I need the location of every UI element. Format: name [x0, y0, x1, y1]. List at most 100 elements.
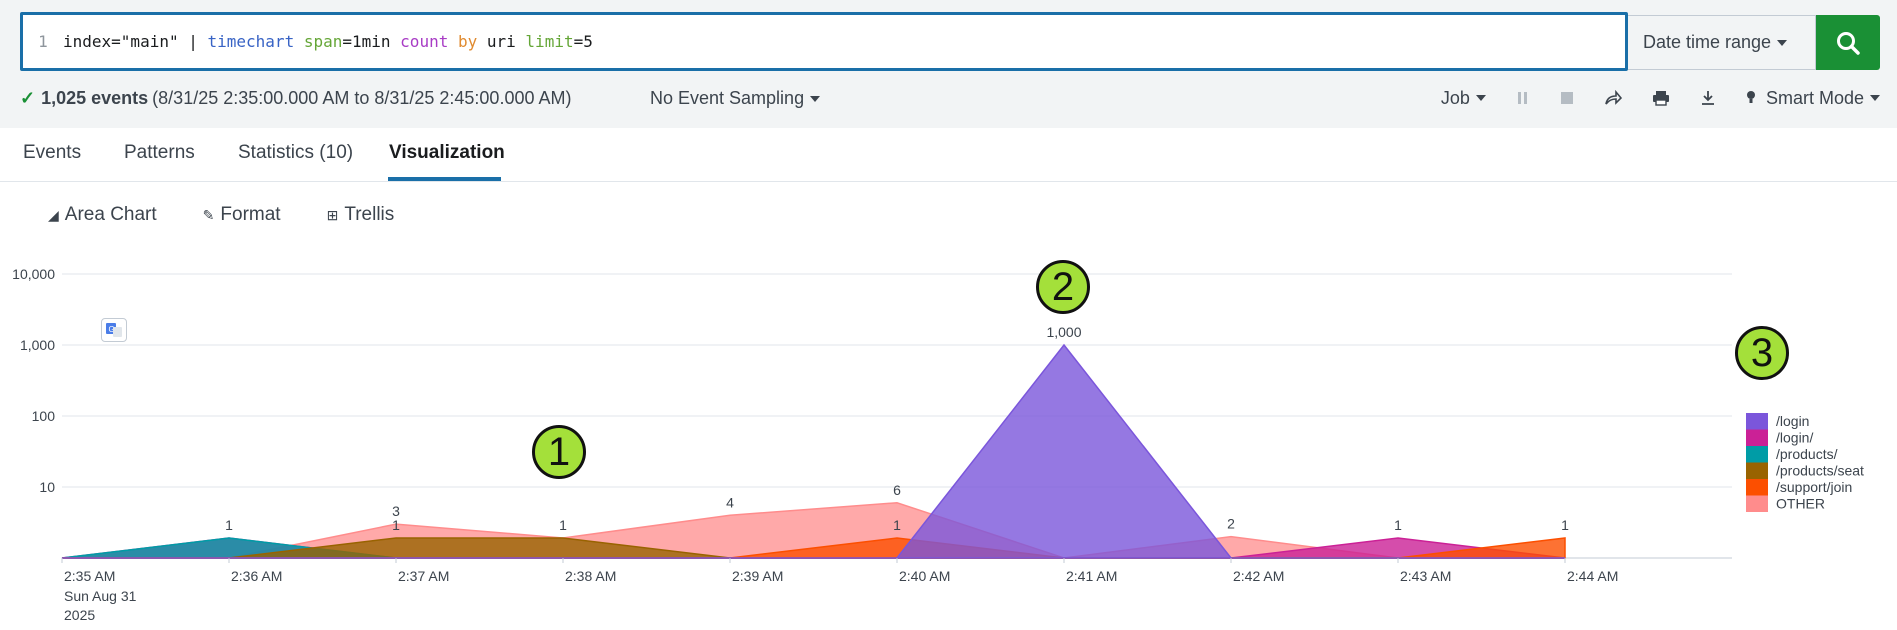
data-label: 1,000 — [1046, 324, 1081, 340]
grid-icon: ⊞ — [326, 206, 339, 223]
tab-statistics[interactable]: Statistics (10) — [238, 142, 354, 163]
tab-patterns[interactable]: Patterns — [124, 142, 195, 163]
search-button[interactable] — [1816, 15, 1880, 70]
query-token: index="main" | — [63, 32, 208, 51]
x-tick-label: 2:43 AM — [1400, 568, 1451, 584]
trellis-button[interactable]: ⊞ Trellis — [327, 204, 395, 226]
lightbulb-icon — [1746, 91, 1755, 103]
active-tab-indicator — [388, 177, 501, 181]
y-tick-label: 1,000 — [20, 337, 55, 353]
format-label: Format — [220, 204, 281, 225]
job-toolbar: Job Smart Mode — [1411, 88, 1880, 109]
check-icon: ✓ — [20, 87, 36, 108]
query-token: =5 — [573, 32, 593, 51]
visualization-toolbar: ◢ Area Chart ✎ Format ⊞ Trellis — [48, 204, 440, 226]
legend-swatch — [1746, 446, 1768, 463]
query-token: count — [400, 32, 449, 51]
legend-swatch — [1746, 462, 1768, 479]
format-button[interactable]: ✎ Format — [203, 204, 281, 226]
query-token — [294, 32, 304, 51]
legend-label: /login — [1776, 413, 1809, 429]
date-range-picker[interactable]: Date time range — [1628, 15, 1816, 70]
area-chart-label: Area Chart — [64, 204, 157, 225]
legend-label: /products/ — [1776, 446, 1838, 462]
stop-button[interactable] — [1560, 91, 1574, 105]
chevron-down-icon — [1870, 95, 1880, 101]
event-count: 1,025 events — [41, 87, 149, 108]
data-label: 3 — [392, 503, 400, 519]
job-menu[interactable]: Job — [1441, 88, 1486, 109]
time-range-text: (8/31/25 2:35:00.000 AM to 8/31/25 2:45:… — [152, 87, 572, 108]
x-tick-label: 2:41 AM — [1066, 568, 1117, 584]
legend-label: /products/seat — [1776, 463, 1864, 479]
y-tick-label: 100 — [32, 408, 56, 424]
results-tabs: Events Patterns Statistics (10) Visualiz… — [0, 128, 1897, 182]
x-tick-label: 2:44 AM — [1567, 568, 1618, 584]
print-icon — [1652, 91, 1669, 106]
query-token — [448, 32, 458, 51]
event-sampling-dropdown[interactable]: No Event Sampling — [650, 87, 821, 109]
query-token: limit — [525, 32, 574, 51]
event-sampling-label: No Event Sampling — [650, 87, 805, 108]
legend-swatch — [1746, 495, 1768, 512]
pause-icon — [1517, 92, 1527, 104]
chevron-down-icon — [1475, 95, 1486, 101]
share-icon — [1605, 90, 1622, 105]
legend-swatch — [1746, 479, 1768, 496]
x-tick-label: 2:42 AM — [1233, 568, 1284, 584]
data-label: 1 — [1394, 517, 1402, 533]
export-button[interactable] — [1700, 90, 1716, 106]
data-label: 1 — [1561, 517, 1569, 533]
query-token: =1min — [342, 32, 401, 51]
tab-visualization[interactable]: Visualization — [389, 142, 505, 163]
data-label: 2 — [1227, 516, 1235, 532]
chevron-down-icon — [1777, 39, 1788, 46]
chevron-down-icon — [810, 95, 821, 102]
trellis-label: Trellis — [344, 204, 395, 225]
x-tick-label: 2:40 AM — [899, 568, 950, 584]
search-icon — [1837, 31, 1860, 55]
tab-events[interactable]: Events — [23, 142, 82, 163]
brush-icon: ✎ — [202, 206, 215, 223]
x-tick-label: 2:39 AM — [732, 568, 783, 584]
y-tick-label: 10 — [39, 479, 55, 495]
legend-label: /login/ — [1776, 430, 1813, 446]
legend-label: OTHER — [1776, 496, 1825, 512]
data-label: 1 — [392, 517, 400, 533]
area-chart-picker[interactable]: ◢ Area Chart — [48, 204, 157, 226]
x-tick-sublabel: 2025 — [64, 607, 95, 623]
area-chart-icon: ◢ — [48, 206, 59, 223]
data-label: 1 — [893, 517, 901, 533]
data-label: 1 — [225, 517, 233, 533]
search-mode-dropdown[interactable]: Smart Mode — [1746, 88, 1880, 109]
print-button[interactable] — [1652, 90, 1670, 106]
line-number: 1 — [38, 32, 48, 51]
svg-text:G: G — [109, 325, 115, 334]
legend-swatch — [1746, 413, 1768, 430]
job-status-row: ✓ 1,025 events (8/31/25 2:35:00.000 AM t… — [20, 84, 1880, 112]
download-icon — [1701, 91, 1714, 105]
translate-icon[interactable]: G — [101, 318, 127, 342]
search-input[interactable]: 1 index="main" | timechart span=1min cou… — [20, 12, 1628, 71]
search-query-text[interactable]: index="main" | timechart span=1min count… — [63, 32, 593, 51]
annotation-badge-3: 3 — [1735, 326, 1789, 380]
data-label: 1 — [559, 517, 567, 533]
query-token: uri — [477, 32, 526, 51]
y-tick-label: 10,000 — [12, 266, 55, 282]
query-token: by — [457, 32, 478, 51]
x-tick-label: 2:37 AM — [398, 568, 449, 584]
x-tick-label: 2:35 AM — [64, 568, 115, 584]
legend-swatch — [1746, 429, 1768, 446]
query-token: timechart — [207, 32, 295, 51]
annotation-badge-2: 2 — [1036, 260, 1090, 314]
query-token: span — [303, 32, 343, 51]
pause-button[interactable] — [1516, 91, 1530, 105]
share-button[interactable] — [1604, 90, 1622, 106]
x-tick-label: 2:38 AM — [565, 568, 616, 584]
search-mode-label: Smart Mode — [1765, 87, 1864, 108]
annotation-badge-1: 1 — [532, 425, 586, 479]
legend-label: /support/join — [1776, 479, 1852, 495]
job-menu-label: Job — [1440, 87, 1470, 108]
date-range-label: Date time range — [1643, 32, 1772, 52]
